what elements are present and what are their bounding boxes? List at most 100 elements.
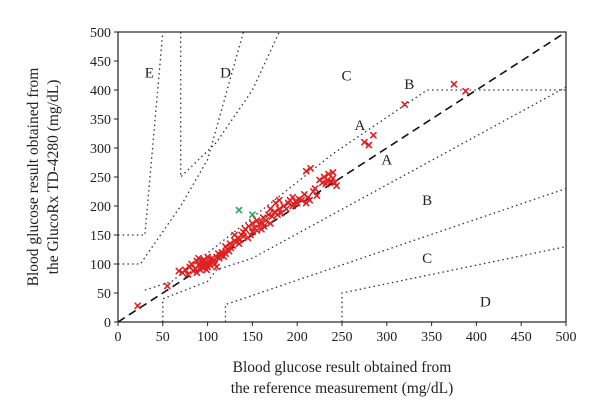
zone-boundary-4 [144,89,566,291]
data-point-marker [265,211,272,219]
data-point [260,222,268,230]
x-tick-label: 450 [511,330,532,345]
y-axis-ticks: 0 50 100 150 200 250 300 350 400 450 500 [90,26,118,331]
x-tick-label: 350 [421,330,442,345]
data-point [274,211,281,219]
data-point-marker [361,138,368,146]
data-point [329,174,337,182]
data-point-marker [184,271,192,278]
data-point-marker [249,228,256,236]
zone-label-b: B [422,193,432,209]
data-point [181,266,189,274]
zone-label-d: D [480,295,491,311]
zone-labels: E D C B A A B C D [145,66,491,311]
data-point [265,211,272,219]
data-point [184,271,192,278]
zone-label-c: C [341,69,351,85]
data-point-marker [195,254,202,262]
data-point [450,80,458,88]
data-point-marker [235,206,243,214]
data-point [275,205,283,213]
data-point [258,218,265,226]
data-point [195,254,202,262]
x-tick-label: 150 [242,330,263,345]
zone-label-a: A [354,118,365,134]
x-tick-label: 100 [197,330,218,345]
data-point [361,138,368,146]
data-point-marker [134,302,142,310]
y-tick-label: 100 [90,258,111,273]
data-point [283,205,290,213]
x-axis-label-line-2: the reference measurement (mg/dL) [231,380,453,397]
data-point [313,192,321,199]
data-point [293,199,301,207]
data-point [253,217,261,224]
data-point [401,101,409,108]
data-point-marker [289,193,297,201]
zone-boundary-3 [180,32,280,179]
y-axis-label-line-1: Blood glucose result obtained from [25,68,42,287]
data-point [249,220,256,227]
data-point-marker [333,182,340,190]
x-tick-label: 250 [332,330,353,345]
y-tick-label: 350 [90,113,111,128]
data-point-marker [313,192,321,199]
data-point [289,202,297,210]
data-point-marker [283,205,290,213]
data-point [262,217,270,224]
data-point [306,196,314,204]
data-point [275,196,283,204]
data-point-marker [181,266,189,274]
y-tick-label: 0 [104,316,111,331]
y-tick-label: 500 [90,26,111,41]
data-point [277,209,285,217]
zone-boundary-1 [118,32,164,236]
data-point [329,169,337,176]
data-point [289,193,297,201]
x-tick-label: 300 [376,330,397,345]
data-point [311,185,319,192]
data-point [365,141,373,149]
data-point [213,263,220,271]
zone-boundaries [118,32,566,322]
data-point-marker [462,87,469,95]
zone-boundary-2 [118,32,245,265]
data-point [134,302,142,310]
y-tick-label: 450 [90,55,111,70]
data-point-marker [253,217,261,224]
zone-label-d: D [220,66,231,82]
data-point-marker [329,174,337,182]
data-point-marker [324,176,332,184]
data-point [249,228,256,236]
zone-label-c: C [422,251,432,267]
data-point [225,247,233,255]
data-point-marker [277,209,285,217]
data-point [304,193,312,201]
x-tick-label: 400 [466,330,487,345]
data-point [370,131,377,139]
x-axis-label-line-1: Blood glucose result obtained from [233,359,452,376]
y-tick-label: 250 [90,171,111,186]
data-point-marker [213,263,220,271]
data-point-marker [370,131,377,139]
data-point-marker [249,211,256,219]
data-point-marker [450,80,458,88]
data-point-marker [266,220,274,227]
data-point-marker [365,141,373,149]
data-point-marker [249,220,256,227]
identity-line-layer [117,31,567,323]
data-point-marker [163,282,171,290]
identity-line [117,31,567,323]
data-point-marker [266,205,274,213]
data-point [249,211,256,219]
data-point-marker [268,213,276,220]
data-point [333,182,340,190]
x-tick-label: 500 [556,330,577,345]
data-point-marker [293,199,301,207]
data-point [266,205,274,213]
data-point [235,206,243,214]
data-point-marker [275,205,283,213]
zone-label-a: A [381,153,392,169]
zone-boundary-7 [162,86,566,322]
